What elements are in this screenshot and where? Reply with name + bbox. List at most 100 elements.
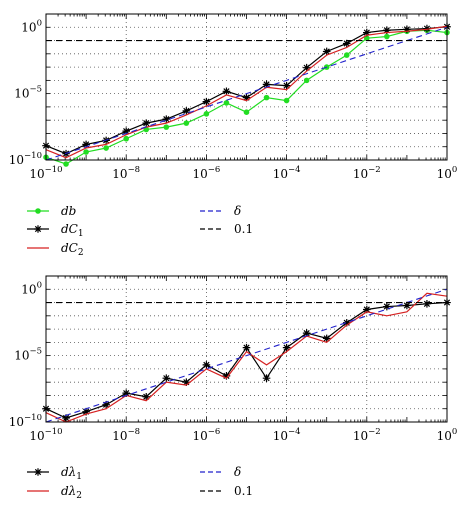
data-point-dlambda1 (102, 400, 110, 409)
data-point-dlambda1 (403, 301, 411, 310)
legend-item-0-1: 0.1 (200, 222, 253, 236)
data-point-db (263, 94, 270, 101)
data-point-dc1 (162, 115, 171, 123)
series-dc2 (45, 25, 448, 159)
legend-marker (35, 208, 41, 214)
legend-item-dc1: dC1 (27, 222, 84, 239)
data-point-db (103, 145, 109, 151)
x-tick-label: 10−4 (273, 165, 301, 181)
series-line-dlambda2 (45, 292, 448, 423)
x-tick-label: 10−6 (192, 427, 220, 443)
data-point-dc1 (423, 24, 431, 33)
data-point-dlambda1 (122, 389, 130, 397)
y-tick-label: 10−5 (14, 85, 42, 101)
data-point-dc1 (202, 97, 211, 106)
data-point-dc1 (342, 39, 351, 48)
y-tick-label: 10−10 (9, 151, 42, 167)
data-point-dlambda1 (383, 302, 391, 311)
data-point-db (223, 100, 230, 106)
data-point-db (183, 120, 190, 126)
x-tick-label: 10−2 (353, 165, 381, 181)
legend-marker (34, 225, 42, 233)
y-tick-label: 100 (21, 18, 42, 34)
data-point-dlambda1 (262, 374, 271, 382)
x-tick-label: 10−2 (353, 427, 381, 443)
x-tick-label: 10−4 (273, 427, 301, 443)
data-point-db (283, 97, 290, 104)
data-point-dc1 (363, 28, 371, 37)
series-line-delta (45, 26, 448, 161)
data-point-dlambda1 (142, 392, 151, 401)
data-point-db (384, 33, 390, 40)
x-tick-label: 10−10 (29, 165, 62, 181)
legend-item-db: db (27, 204, 76, 218)
data-point-dc1 (242, 93, 251, 102)
data-point-db (163, 124, 170, 130)
series-dlambda1 (42, 298, 451, 422)
x-tick-label: 10−6 (192, 165, 220, 181)
data-point-dlambda1 (82, 407, 90, 416)
legend-label: δ (234, 465, 241, 479)
legend-item-dc2: dC2 (27, 241, 84, 258)
series-delta (45, 26, 448, 161)
legend-item-delta: δ (200, 465, 241, 479)
series-delta (45, 288, 448, 423)
legend-item-dlambda2: dλ2 (27, 484, 82, 501)
data-point-db (83, 149, 89, 155)
data-point-dc1 (262, 80, 271, 89)
legend-label: δ (234, 204, 241, 218)
legend-marker (34, 468, 42, 476)
data-point-dc1 (222, 87, 231, 96)
legend-bottom: dλ1 dλ2 δ 0.1 (27, 465, 253, 501)
y-tick-label: 10−5 (14, 347, 42, 363)
legend-label: dλ1 (61, 465, 82, 482)
data-point-dc1 (322, 47, 331, 56)
data-point-db (243, 109, 250, 115)
data-point-dlambda1 (423, 300, 431, 308)
legend-top: db dC1 dC2 δ 0.1 (27, 204, 253, 258)
legend-item-delta: δ (200, 204, 241, 218)
data-point-dlambda1 (202, 361, 211, 369)
data-point-dc1 (403, 25, 411, 34)
data-point-dlambda1 (363, 305, 371, 314)
legend-label: 0.1 (234, 222, 253, 236)
y-tick-label: 100 (21, 280, 42, 296)
data-point-db (343, 52, 350, 58)
series-line-dc2 (45, 25, 448, 159)
data-point-dlambda1 (282, 343, 291, 352)
data-point-dlambda1 (222, 372, 231, 380)
legend-item-dlambda1: dλ1 (27, 465, 82, 482)
data-point-dlambda1 (302, 329, 311, 337)
plot-frame (45, 13, 448, 161)
x-tick-label: 10−8 (112, 427, 140, 443)
legend-item-0-1: 0.1 (200, 484, 253, 498)
data-point-dc1 (282, 81, 291, 90)
legend-label: 0.1 (234, 484, 253, 498)
data-point-db (63, 161, 69, 167)
series-line-delta (45, 288, 448, 423)
data-point-db (303, 77, 310, 84)
data-point-db (203, 111, 210, 117)
data-point-dc1 (142, 119, 151, 127)
x-tick-label: 100 (437, 165, 458, 181)
data-point-dc1 (182, 107, 191, 115)
data-point-dc1 (383, 26, 391, 35)
plot-area (46, 14, 447, 160)
series-dlambda2 (45, 292, 448, 423)
x-tick-label: 10−8 (112, 165, 140, 181)
data-point-dc1 (122, 127, 130, 135)
data-point-db (123, 135, 129, 142)
data-point-dlambda1 (242, 343, 251, 352)
data-point-dc1 (82, 140, 90, 149)
plot-frame (45, 275, 448, 423)
data-point-dlambda1 (322, 334, 331, 343)
data-point-dc1 (302, 63, 311, 72)
legend-label: db (61, 204, 76, 218)
chart-top: 10−10 10−8 10−6 10−4 10−2 100 100 10−5 10−10 (9, 13, 458, 181)
x-tick-label: 100 (437, 427, 458, 443)
x-tick-label: 10−10 (29, 427, 62, 443)
data-point-dlambda1 (182, 378, 191, 386)
data-point-dlambda1 (342, 318, 351, 327)
data-point-dlambda1 (162, 374, 171, 382)
